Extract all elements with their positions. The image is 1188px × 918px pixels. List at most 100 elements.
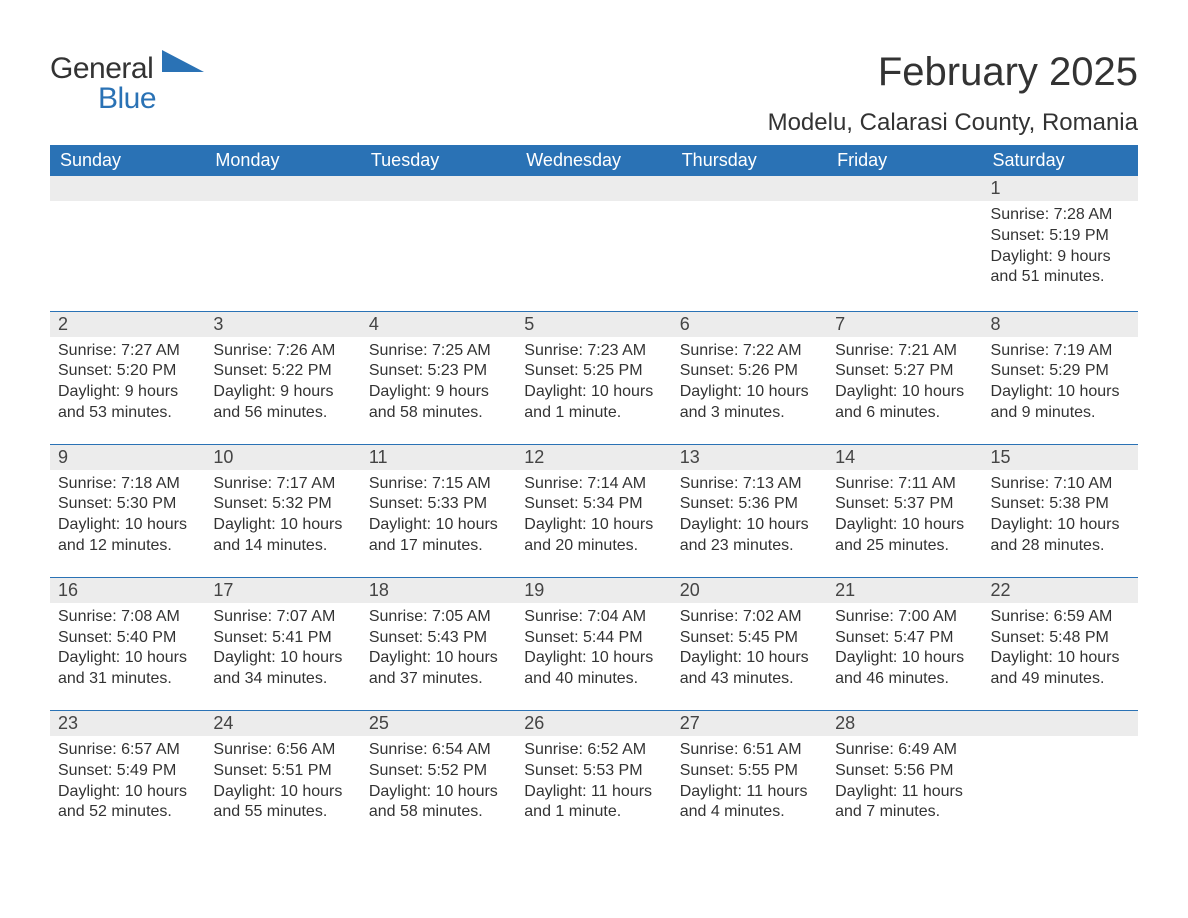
brand-word-2: Blue xyxy=(98,82,204,116)
day-details-cell: Sunrise: 7:26 AMSunset: 5:22 PMDaylight:… xyxy=(205,337,360,445)
day-details-row: Sunrise: 7:28 AMSunset: 5:19 PMDaylight:… xyxy=(50,201,1138,311)
day-details-cell: Sunrise: 7:02 AMSunset: 5:45 PMDaylight:… xyxy=(672,603,827,711)
sunset-text: Sunset: 5:26 PM xyxy=(680,361,819,382)
day-details-cell: Sunrise: 7:28 AMSunset: 5:19 PMDaylight:… xyxy=(983,201,1138,311)
day-number-cell: 25 xyxy=(361,711,516,737)
sunset-text: Sunset: 5:37 PM xyxy=(835,494,974,515)
daylight-text: Daylight: 11 hours and 4 minutes. xyxy=(680,782,819,824)
day-number-cell: 8 xyxy=(983,311,1138,337)
daylight-text: Daylight: 10 hours and 12 minutes. xyxy=(58,515,197,557)
location-label: Modelu, Calarasi County, Romania xyxy=(768,109,1138,137)
daylight-text: Daylight: 10 hours and 14 minutes. xyxy=(213,515,352,557)
sunrise-text: Sunrise: 7:28 AM xyxy=(991,205,1130,226)
weekday-header-row: Sunday Monday Tuesday Wednesday Thursday… xyxy=(50,145,1138,176)
daylight-text: Daylight: 10 hours and 46 minutes. xyxy=(835,648,974,690)
day-number-cell: 6 xyxy=(672,311,827,337)
day-details-cell: Sunrise: 7:13 AMSunset: 5:36 PMDaylight:… xyxy=(672,470,827,578)
sunset-text: Sunset: 5:33 PM xyxy=(369,494,508,515)
day-number-row: 2345678 xyxy=(50,311,1138,337)
day-number-cell: 26 xyxy=(516,711,671,737)
sunrise-text: Sunrise: 7:19 AM xyxy=(991,341,1130,362)
day-details-row: Sunrise: 7:27 AMSunset: 5:20 PMDaylight:… xyxy=(50,337,1138,445)
daylight-text: Daylight: 11 hours and 1 minute. xyxy=(524,782,663,824)
sunrise-text: Sunrise: 7:13 AM xyxy=(680,474,819,495)
daylight-text: Daylight: 10 hours and 43 minutes. xyxy=(680,648,819,690)
sunset-text: Sunset: 5:49 PM xyxy=(58,761,197,782)
sunrise-text: Sunrise: 6:49 AM xyxy=(835,740,974,761)
month-title: February 2025 xyxy=(768,50,1138,95)
day-details-cell: Sunrise: 6:56 AMSunset: 5:51 PMDaylight:… xyxy=(205,736,360,843)
day-number-cell: 22 xyxy=(983,577,1138,603)
sunset-text: Sunset: 5:23 PM xyxy=(369,361,508,382)
weekday-header: Thursday xyxy=(672,145,827,176)
day-details-cell: Sunrise: 7:17 AMSunset: 5:32 PMDaylight:… xyxy=(205,470,360,578)
day-number-cell: 27 xyxy=(672,711,827,737)
day-details-cell: Sunrise: 7:22 AMSunset: 5:26 PMDaylight:… xyxy=(672,337,827,445)
sunset-text: Sunset: 5:25 PM xyxy=(524,361,663,382)
daylight-text: Daylight: 10 hours and 34 minutes. xyxy=(213,648,352,690)
weekday-header: Tuesday xyxy=(361,145,516,176)
brand-triangle-icon xyxy=(162,50,204,77)
daylight-text: Daylight: 9 hours and 51 minutes. xyxy=(991,247,1130,289)
sunrise-text: Sunrise: 7:07 AM xyxy=(213,607,352,628)
day-details-cell: Sunrise: 6:59 AMSunset: 5:48 PMDaylight:… xyxy=(983,603,1138,711)
sunrise-text: Sunrise: 6:56 AM xyxy=(213,740,352,761)
sunset-text: Sunset: 5:32 PM xyxy=(213,494,352,515)
day-details-cell xyxy=(361,201,516,311)
day-details-cell xyxy=(516,201,671,311)
day-number-cell xyxy=(50,176,205,201)
day-number-cell: 11 xyxy=(361,444,516,470)
brand-logo: General Blue xyxy=(50,50,204,116)
day-details-cell: Sunrise: 7:11 AMSunset: 5:37 PMDaylight:… xyxy=(827,470,982,578)
sunrise-text: Sunrise: 7:25 AM xyxy=(369,341,508,362)
daylight-text: Daylight: 10 hours and 25 minutes. xyxy=(835,515,974,557)
day-number-cell: 5 xyxy=(516,311,671,337)
day-details-cell: Sunrise: 7:14 AMSunset: 5:34 PMDaylight:… xyxy=(516,470,671,578)
daylight-text: Daylight: 10 hours and 20 minutes. xyxy=(524,515,663,557)
day-details-cell xyxy=(672,201,827,311)
day-number-cell xyxy=(516,176,671,201)
brand-word-1: General xyxy=(50,52,153,85)
day-details-cell: Sunrise: 7:04 AMSunset: 5:44 PMDaylight:… xyxy=(516,603,671,711)
day-number-cell: 20 xyxy=(672,577,827,603)
sunset-text: Sunset: 5:36 PM xyxy=(680,494,819,515)
sunset-text: Sunset: 5:34 PM xyxy=(524,494,663,515)
daylight-text: Daylight: 10 hours and 6 minutes. xyxy=(835,382,974,424)
calendar-table: Sunday Monday Tuesday Wednesday Thursday… xyxy=(50,145,1138,843)
day-number-cell: 7 xyxy=(827,311,982,337)
day-details-row: Sunrise: 7:18 AMSunset: 5:30 PMDaylight:… xyxy=(50,470,1138,578)
day-details-cell: Sunrise: 6:57 AMSunset: 5:49 PMDaylight:… xyxy=(50,736,205,843)
day-number-cell: 13 xyxy=(672,444,827,470)
day-details-cell xyxy=(827,201,982,311)
day-details-cell: Sunrise: 6:54 AMSunset: 5:52 PMDaylight:… xyxy=(361,736,516,843)
day-number-cell: 19 xyxy=(516,577,671,603)
daylight-text: Daylight: 9 hours and 56 minutes. xyxy=(213,382,352,424)
daylight-text: Daylight: 10 hours and 58 minutes. xyxy=(369,782,508,824)
day-details-cell: Sunrise: 7:18 AMSunset: 5:30 PMDaylight:… xyxy=(50,470,205,578)
sunrise-text: Sunrise: 7:02 AM xyxy=(680,607,819,628)
day-details-cell: Sunrise: 7:23 AMSunset: 5:25 PMDaylight:… xyxy=(516,337,671,445)
sunrise-text: Sunrise: 7:22 AM xyxy=(680,341,819,362)
day-details-cell: Sunrise: 6:52 AMSunset: 5:53 PMDaylight:… xyxy=(516,736,671,843)
daylight-text: Daylight: 10 hours and 52 minutes. xyxy=(58,782,197,824)
daylight-text: Daylight: 11 hours and 7 minutes. xyxy=(835,782,974,824)
sunset-text: Sunset: 5:29 PM xyxy=(991,361,1130,382)
day-details-cell: Sunrise: 7:15 AMSunset: 5:33 PMDaylight:… xyxy=(361,470,516,578)
daylight-text: Daylight: 10 hours and 17 minutes. xyxy=(369,515,508,557)
sunset-text: Sunset: 5:48 PM xyxy=(991,628,1130,649)
day-number-cell: 3 xyxy=(205,311,360,337)
day-number-cell xyxy=(827,176,982,201)
day-details-cell: Sunrise: 7:05 AMSunset: 5:43 PMDaylight:… xyxy=(361,603,516,711)
sunset-text: Sunset: 5:27 PM xyxy=(835,361,974,382)
day-number-cell: 28 xyxy=(827,711,982,737)
day-details-cell xyxy=(983,736,1138,843)
day-number-cell: 1 xyxy=(983,176,1138,201)
day-number-cell: 10 xyxy=(205,444,360,470)
day-details-cell: Sunrise: 7:19 AMSunset: 5:29 PMDaylight:… xyxy=(983,337,1138,445)
sunrise-text: Sunrise: 7:00 AM xyxy=(835,607,974,628)
day-number-cell: 15 xyxy=(983,444,1138,470)
day-details-row: Sunrise: 7:08 AMSunset: 5:40 PMDaylight:… xyxy=(50,603,1138,711)
day-details-cell xyxy=(205,201,360,311)
day-number-row: 16171819202122 xyxy=(50,577,1138,603)
sunset-text: Sunset: 5:55 PM xyxy=(680,761,819,782)
